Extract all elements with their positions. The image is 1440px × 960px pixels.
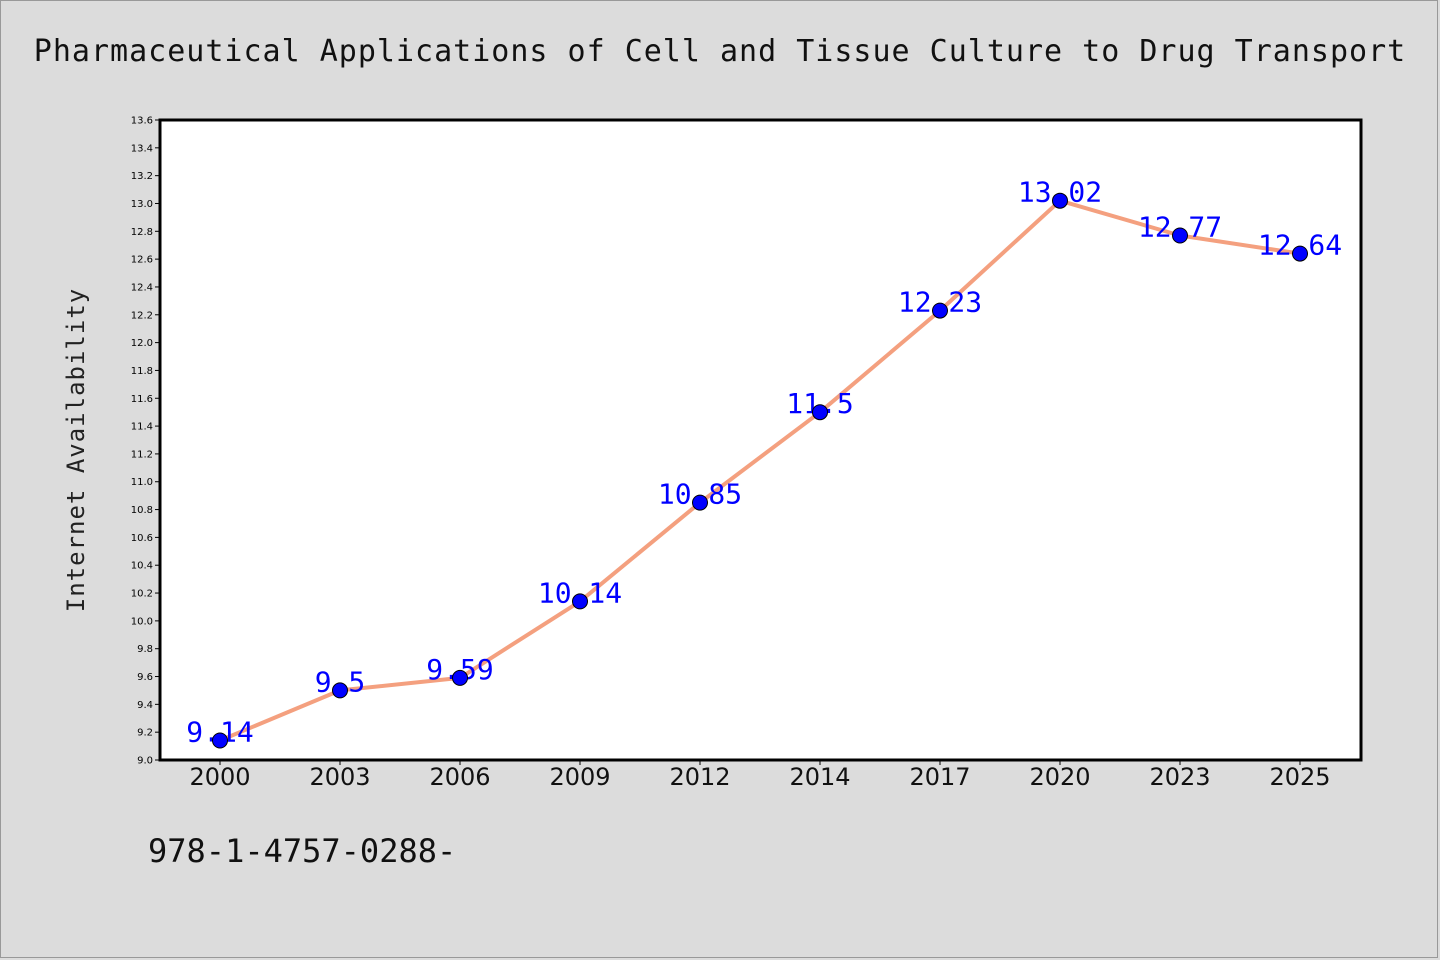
- y-tick-label: 9.6: [137, 672, 153, 683]
- data-point-marker: [572, 593, 588, 610]
- y-tick-label: 11.4: [131, 422, 153, 433]
- x-tick-label: 2017: [909, 763, 970, 791]
- x-tick-label: 2020: [1029, 763, 1090, 791]
- y-tick-label: 12.0: [131, 338, 153, 349]
- y-tick-label: 9.8: [137, 644, 153, 655]
- x-tick-label: 2000: [189, 763, 250, 791]
- y-axis-label: Internet Availability: [62, 288, 90, 612]
- y-tick-label: 11.2: [131, 449, 153, 460]
- y-tick-label: 10.2: [131, 589, 153, 600]
- x-axis: 2000 2003 2006 2009 2012 2014 2017 2020 2023 2025: [189, 760, 1331, 791]
- y-tick-label: 9.0: [137, 756, 153, 767]
- y-tick-label: 13.0: [131, 199, 153, 210]
- plot-area: [158, 118, 1363, 762]
- x-tick-label: 2006: [429, 763, 490, 791]
- chart-title: Pharmaceutical Applications of Cell and …: [33, 34, 1407, 69]
- series-line: [218, 198, 1302, 743]
- y-tick-label: 10.4: [131, 561, 153, 572]
- data-point-marker: [452, 669, 468, 686]
- x-tick-label: 2003: [309, 763, 370, 791]
- y-tick-label: 13.2: [131, 171, 153, 182]
- data-point-marker: [1172, 227, 1188, 244]
- data-point-marker: [692, 494, 708, 511]
- x-tick-label: 2012: [669, 763, 730, 791]
- y-tick-label: 13.6: [131, 116, 153, 127]
- data-point-marker: [812, 404, 828, 421]
- y-tick-label: 9.2: [137, 728, 153, 739]
- y-tick-label: 12.6: [131, 255, 153, 266]
- series-layer: 9.149.5 9.5910.1410.8511.512.2313.0212.77…: [186, 176, 1342, 749]
- y-axis: 9.0 9.2 9.4 9.6 9.8 10.0 10.2 10.4 10.6 10.8 11.0 1…: [131, 116, 160, 767]
- y-tick-label: 12.8: [131, 227, 153, 238]
- y-tick-label: 10.6: [131, 533, 153, 544]
- y-tick-label: 10.0: [131, 616, 153, 627]
- y-tick-label: 13.4: [131, 143, 153, 154]
- x-tick-label: 2009: [549, 763, 610, 791]
- x-tick-label: 2025: [1269, 763, 1330, 791]
- y-tick-label: 11.6: [131, 394, 153, 405]
- data-point-marker: [1052, 192, 1068, 209]
- data-point-marker: [332, 682, 348, 699]
- footer-code: 978-1-4757-0288-: [148, 832, 457, 870]
- data-point-marker: [1292, 245, 1308, 262]
- y-tick-label: 9.4: [137, 700, 153, 711]
- y-tick-label: 11.8: [131, 366, 153, 377]
- y-tick-label: 10.8: [131, 505, 153, 516]
- y-tick-label: 11.0: [131, 477, 153, 488]
- y-tick-label: 12.2: [131, 310, 153, 321]
- x-tick-label: 2014: [789, 763, 850, 791]
- data-point-marker: [212, 732, 228, 749]
- y-tick-label: 12.4: [131, 282, 153, 293]
- x-tick-label: 2023: [1149, 763, 1210, 791]
- data-point-marker: [932, 302, 948, 319]
